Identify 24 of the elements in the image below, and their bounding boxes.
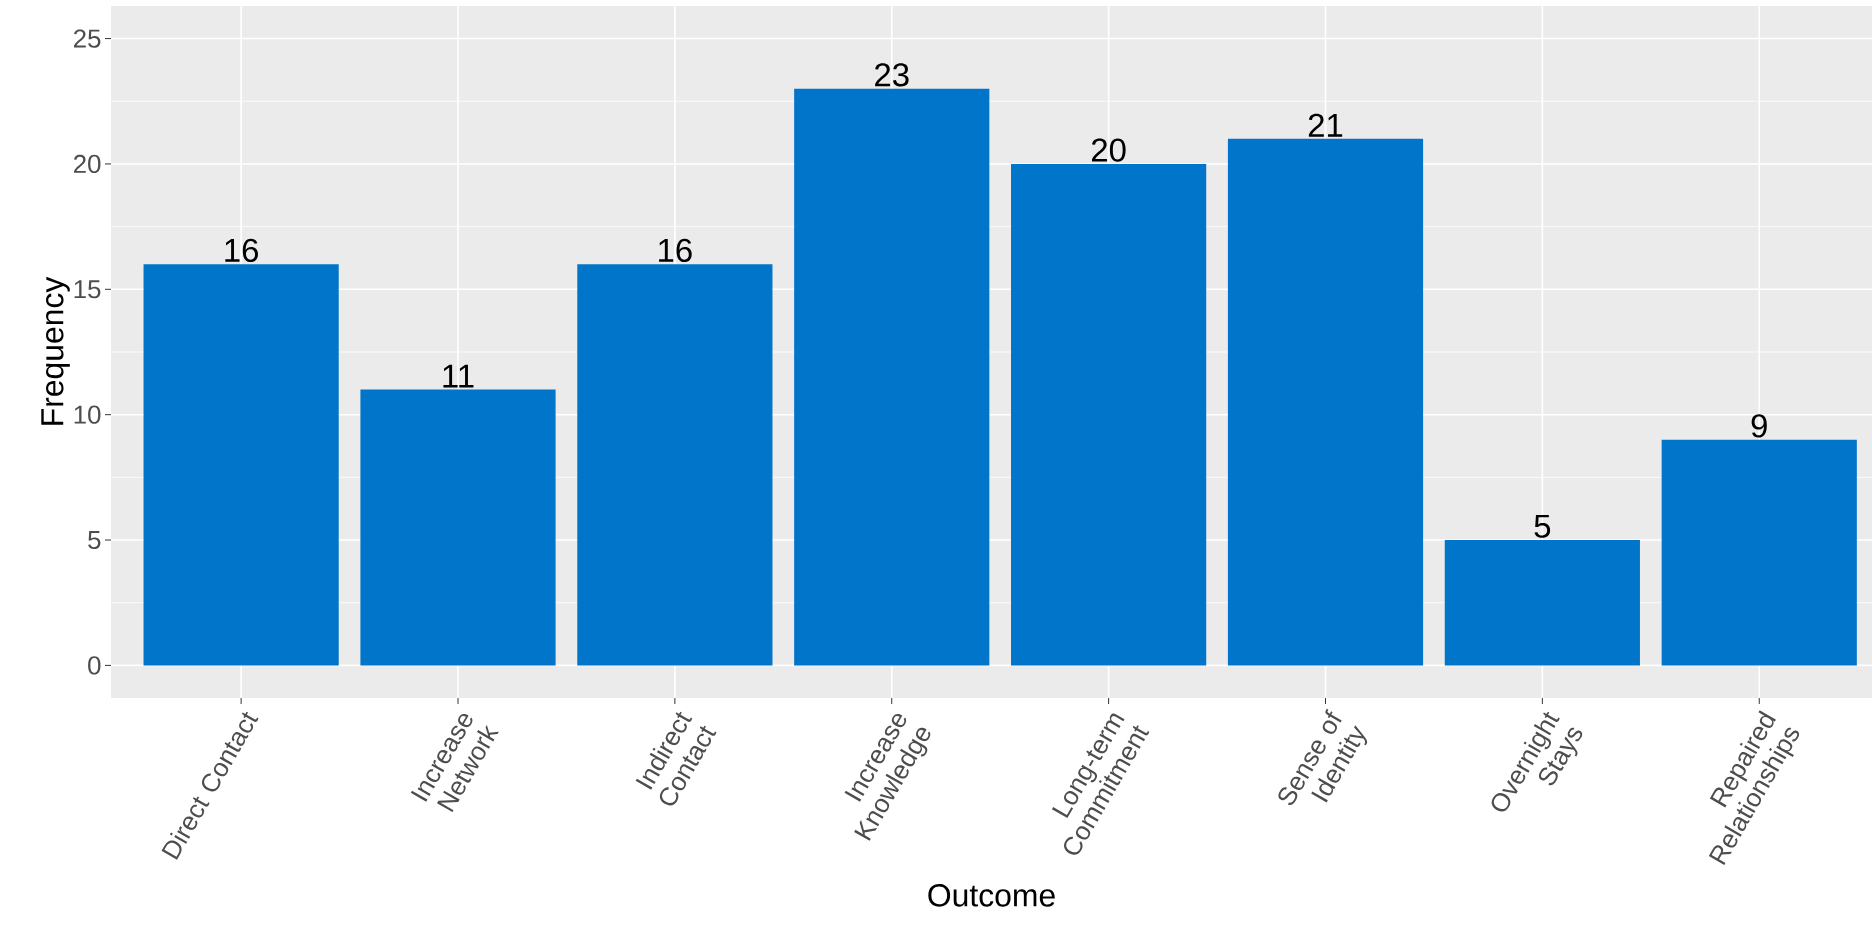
bar [1661,439,1857,666]
bar [577,264,773,666]
y-tick-label: 20 [73,154,101,174]
x-axis-title: Outcome [928,884,1055,907]
y-axis-title: Frequency [41,276,70,425]
data-label: 20 [1091,138,1126,162]
y-tick-label: 10 [74,405,101,424]
data-label: 21 [1308,113,1343,137]
bar [360,389,556,666]
y-tick-label: 15 [74,280,101,299]
data-label: 23 [875,63,909,87]
data-label: 9 [1751,414,1767,438]
bar [794,88,990,666]
y-tick-label: 5 [88,530,101,550]
data-label: 16 [225,238,258,263]
data-label: 5 [1534,514,1551,538]
bar [143,264,339,666]
data-label: 11 [443,364,474,388]
data-label: 16 [659,238,692,263]
bar [1011,163,1207,666]
y-tick-label: 25 [73,29,101,48]
y-tick-label: 0 [88,656,101,675]
bar [1444,540,1640,666]
bar [1227,138,1424,666]
